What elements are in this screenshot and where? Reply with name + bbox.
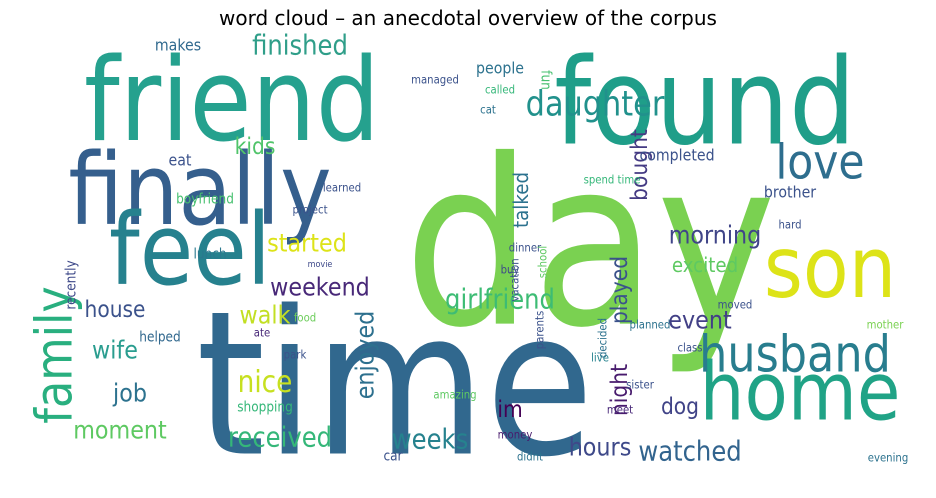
- word: moment: [73, 415, 167, 445]
- word: excited: [672, 253, 738, 277]
- word: learned: [323, 181, 361, 195]
- word: class: [677, 341, 702, 355]
- word: weeks: [392, 424, 468, 456]
- word: son: [764, 219, 896, 318]
- word: completed: [639, 145, 714, 164]
- word: home: [700, 345, 901, 438]
- word: played: [607, 256, 634, 324]
- word: day: [404, 111, 776, 379]
- word: movie: [308, 260, 333, 271]
- word: husband: [699, 326, 891, 384]
- word: makes: [155, 35, 201, 54]
- word: dinner: [509, 241, 542, 255]
- word: money: [498, 428, 533, 442]
- word: kids: [235, 134, 276, 161]
- word: event: [668, 305, 731, 335]
- word: shopping: [237, 400, 293, 416]
- word: recently: [64, 260, 80, 310]
- word: lunch: [193, 247, 226, 263]
- word: watched: [638, 436, 741, 468]
- word: talked: [509, 172, 533, 228]
- word: feel: [109, 193, 271, 308]
- word: boyfriend: [176, 192, 234, 208]
- word: helped: [139, 330, 180, 346]
- word: weekend: [270, 272, 370, 302]
- word: vacation: [508, 258, 522, 301]
- word: mother: [867, 318, 904, 332]
- word: received: [228, 422, 332, 454]
- word: food: [294, 311, 316, 325]
- word: ate: [254, 326, 271, 340]
- word: parents: [533, 310, 547, 349]
- word: fun: [537, 70, 553, 90]
- word: evening: [868, 451, 908, 465]
- word: moved: [718, 298, 753, 312]
- word: morning: [669, 220, 762, 250]
- word: night: [607, 364, 634, 416]
- word: eat: [169, 150, 192, 169]
- word: hours: [569, 432, 632, 462]
- word: live: [591, 351, 609, 365]
- word: cat: [480, 103, 496, 117]
- word: friend: [84, 33, 380, 168]
- word: walk: [240, 300, 291, 330]
- word: didnt: [517, 450, 543, 464]
- word: im: [497, 397, 522, 424]
- word: love: [775, 134, 864, 190]
- word: finished: [252, 30, 348, 62]
- word: called: [485, 83, 515, 97]
- word: bought: [627, 129, 654, 201]
- word: meet: [607, 403, 633, 417]
- word: brother: [764, 182, 817, 201]
- word: girlfriend: [445, 284, 555, 316]
- word: planned: [630, 318, 671, 332]
- word: decided: [596, 318, 610, 358]
- word: house: [84, 297, 145, 324]
- word: school: [536, 246, 550, 278]
- word: time: [196, 269, 594, 498]
- word: daughter: [526, 84, 665, 124]
- word: family: [26, 286, 84, 423]
- word: buy: [501, 263, 520, 277]
- word: project: [292, 203, 327, 217]
- word: spend time: [584, 173, 641, 187]
- word: job: [112, 378, 147, 408]
- word: car: [383, 449, 403, 465]
- word: started: [267, 228, 347, 258]
- word: amazing: [433, 388, 476, 402]
- word: managed: [411, 73, 459, 87]
- word: nice: [238, 364, 293, 399]
- word: people: [476, 58, 524, 77]
- word: dog: [661, 394, 699, 421]
- word: wife: [92, 335, 138, 365]
- word: enjoyed: [350, 311, 380, 400]
- word: found: [554, 32, 856, 172]
- word: hard: [778, 218, 801, 232]
- word: sister: [626, 378, 654, 392]
- chart-title: word cloud – an anecdotal overview of th…: [219, 6, 717, 30]
- word: park: [284, 348, 307, 362]
- word: finally: [68, 133, 331, 248]
